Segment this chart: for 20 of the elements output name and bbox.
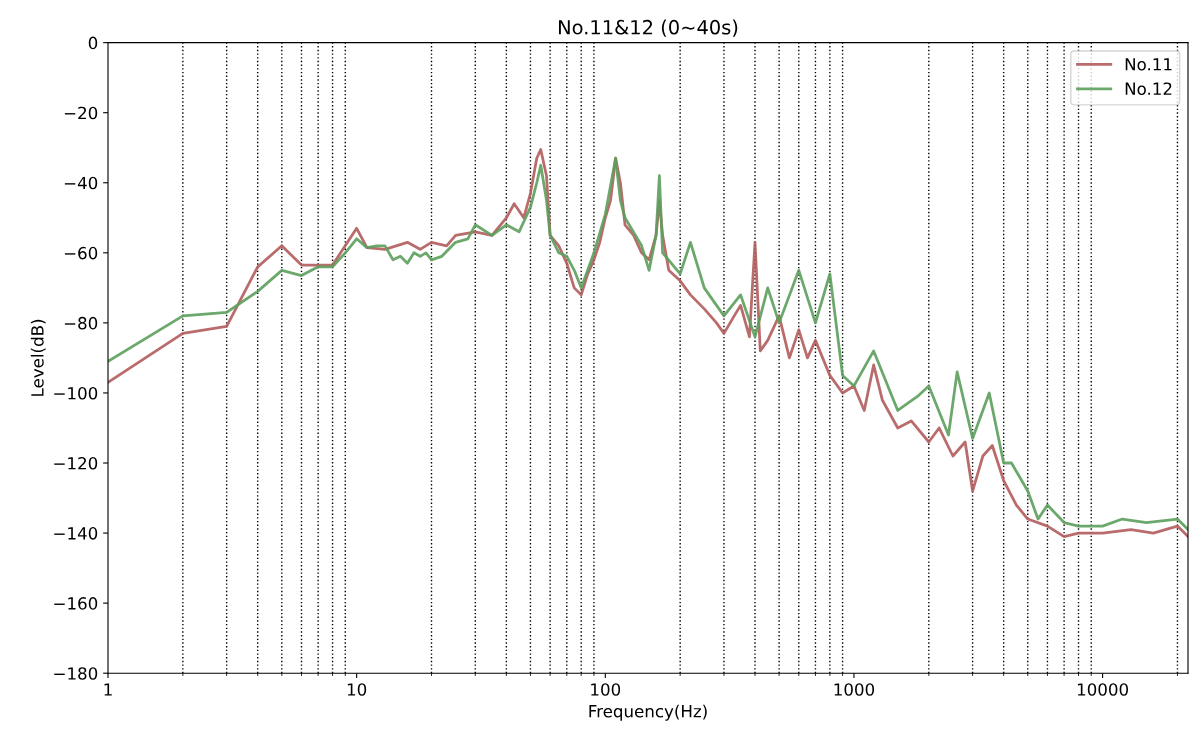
y-axis-title: Level(dB) (30, 319, 46, 396)
y-tick-label: −140 (54, 527, 98, 540)
y-tick-label: 0 (88, 36, 98, 50)
y-tick-label: −40 (64, 176, 98, 190)
x-tick-label: 1000 (834, 683, 875, 696)
y-tick-label: −160 (54, 597, 98, 610)
chart-title: No.11&12 (0~40s) (559, 19, 738, 37)
y-tick-label: −100 (54, 386, 98, 400)
y-tick-label: −20 (64, 106, 98, 120)
legend-label: No.11 (1125, 58, 1172, 71)
legend-label: No.12 (1125, 82, 1172, 95)
y-tick-label: −180 (54, 667, 98, 680)
x-tick-label: 1 (104, 683, 112, 696)
x-tick-label: 10 (347, 683, 367, 696)
y-tick-label: −60 (64, 246, 98, 260)
y-tick-label: −120 (54, 456, 98, 470)
x-tick-label: 10000 (1077, 683, 1129, 696)
y-tick-label: −80 (64, 316, 98, 330)
x-axis-title: Frequency(Hz) (589, 704, 707, 721)
x-tick-label: 100 (591, 683, 621, 696)
